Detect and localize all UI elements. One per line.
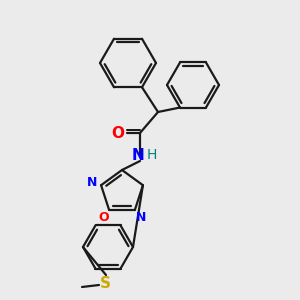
Text: N: N: [132, 148, 144, 163]
Text: N: N: [86, 176, 97, 189]
Text: O: O: [98, 211, 109, 224]
Text: N: N: [136, 211, 146, 224]
Text: S: S: [100, 275, 110, 290]
Text: H: H: [147, 148, 157, 162]
Text: O: O: [112, 125, 124, 140]
